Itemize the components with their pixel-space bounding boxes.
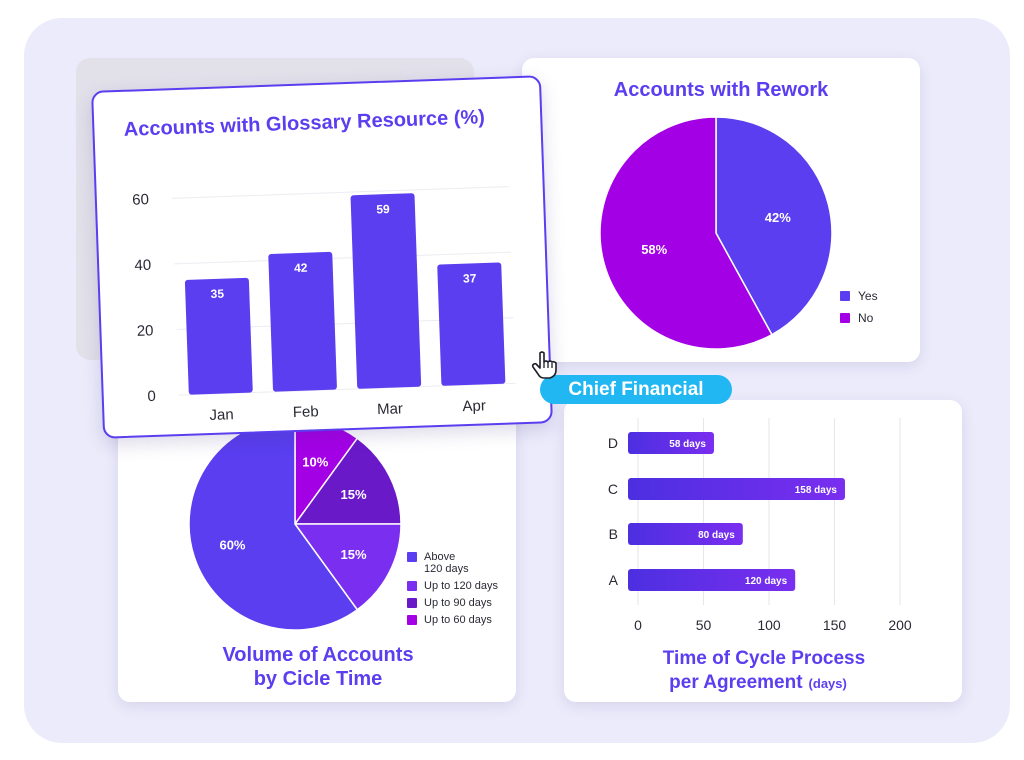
cycle-bar-chart: 0 50 100 150 200 D 58 days C 158 days B 80 days A 1… xyxy=(608,418,912,693)
legend-label-1: Up to 120 days xyxy=(424,580,498,592)
y-tick-20: 20 xyxy=(136,322,153,340)
cycle-chart-card: 0 50 100 150 200 D 58 days C 158 days B 80 days A 1… xyxy=(564,400,962,702)
pie-slice-2 xyxy=(293,523,402,611)
bar-value-b: 80 days xyxy=(698,530,735,541)
pie-slice-label-2: 15% xyxy=(341,547,367,562)
rework-chart-card: Accounts with Rework 42% 58% Yes No xyxy=(522,58,920,362)
glossary-chart-title: Accounts with Glossary Resource (%) xyxy=(123,106,485,141)
x-tick-150: 150 xyxy=(823,617,847,633)
bar-value-apr: 37 xyxy=(463,271,477,285)
bar-value-jan: 35 xyxy=(210,287,224,301)
glossary-chart-card: Accounts with Glossary Resource (%) 0 20 4… xyxy=(91,75,553,439)
bar-feb xyxy=(268,251,337,392)
pie-slice-label-0: 42% xyxy=(765,210,791,225)
x-tick-apr: Apr xyxy=(462,397,486,415)
legend-swatch-0 xyxy=(407,552,417,562)
x-tick-jan: Jan xyxy=(209,406,234,424)
legend-swatch-2 xyxy=(407,598,417,608)
x-tick-0: 0 xyxy=(634,617,642,633)
volume-chart-card: 10% 15% 15% 60% Above 120 days Up to 120 days… xyxy=(118,408,516,702)
x-tick-feb: Feb xyxy=(293,403,319,421)
cycle-chart-title-line1: Time of Cycle Process xyxy=(663,648,865,669)
legend-swatch-yes xyxy=(840,291,850,301)
y-tick-40: 40 xyxy=(134,257,151,275)
pie-slice-1 xyxy=(599,116,773,350)
x-tick-mar: Mar xyxy=(377,400,403,418)
gridline-60 xyxy=(171,186,509,199)
y-tick-d: D xyxy=(608,435,618,451)
x-tick-200: 200 xyxy=(888,617,912,633)
legend-swatch-no xyxy=(840,313,850,323)
bar-a xyxy=(628,569,796,591)
cycle-chart-title-text: per Agreement xyxy=(669,672,803,693)
rework-chart-title: Accounts with Rework xyxy=(614,79,829,101)
x-tick-50: 50 xyxy=(696,617,712,633)
rework-pie-chart: Accounts with Rework 42% 58% Yes No xyxy=(599,79,878,350)
y-tick-0: 0 xyxy=(147,388,156,405)
gridline-40 xyxy=(174,251,511,265)
y-tick-c: C xyxy=(608,481,618,497)
cycle-chart-title-line2: per Agreement (days) xyxy=(669,672,847,693)
legend-label-0: Above xyxy=(424,551,455,563)
pie-slice-label-3: 60% xyxy=(219,537,245,552)
bar-value-feb: 42 xyxy=(294,261,308,275)
y-tick-60: 60 xyxy=(132,191,149,209)
bar-value-d: 58 days xyxy=(669,439,706,450)
hand-pointer-icon xyxy=(531,351,557,379)
chief-financial-badge[interactable]: Chief Financial xyxy=(540,375,732,404)
legend-swatch-1 xyxy=(407,581,417,591)
bar-value-a: 120 days xyxy=(745,576,788,587)
volume-chart-title-line1: Volume of Accounts xyxy=(222,644,413,666)
pie-slice-label-0: 10% xyxy=(302,454,328,469)
y-tick-a: A xyxy=(609,572,619,588)
bar-value-mar: 59 xyxy=(376,202,390,216)
legend-label-3: Up to 60 days xyxy=(424,614,492,626)
bar-mar xyxy=(350,193,422,389)
bar-b xyxy=(628,523,743,545)
legend-swatch-3 xyxy=(407,615,417,625)
cycle-chart-title-unit: (days) xyxy=(809,676,847,691)
pie-slice-label-1: 15% xyxy=(341,487,367,502)
bar-jan xyxy=(184,277,253,395)
bar-c xyxy=(628,478,845,500)
volume-chart-title-line2: by Cicle Time xyxy=(254,668,383,690)
legend-label-2: Up to 90 days xyxy=(424,597,492,609)
bar-value-c: 158 days xyxy=(795,485,838,496)
legend-label-0-line2: 120 days xyxy=(424,563,469,575)
pie-slice-1 xyxy=(293,437,402,525)
pie-slice-0 xyxy=(715,116,833,336)
bar-d xyxy=(628,432,714,454)
bar-apr xyxy=(437,262,506,386)
y-tick-b: B xyxy=(609,526,618,542)
pie-slice-label-1: 58% xyxy=(641,242,667,257)
glossary-bar-chart: Accounts with Glossary Resource (%) 0 20 4… xyxy=(123,106,516,424)
legend-label-no: No xyxy=(858,311,874,325)
legend-label-yes: Yes xyxy=(858,289,878,303)
x-tick-100: 100 xyxy=(757,617,781,633)
